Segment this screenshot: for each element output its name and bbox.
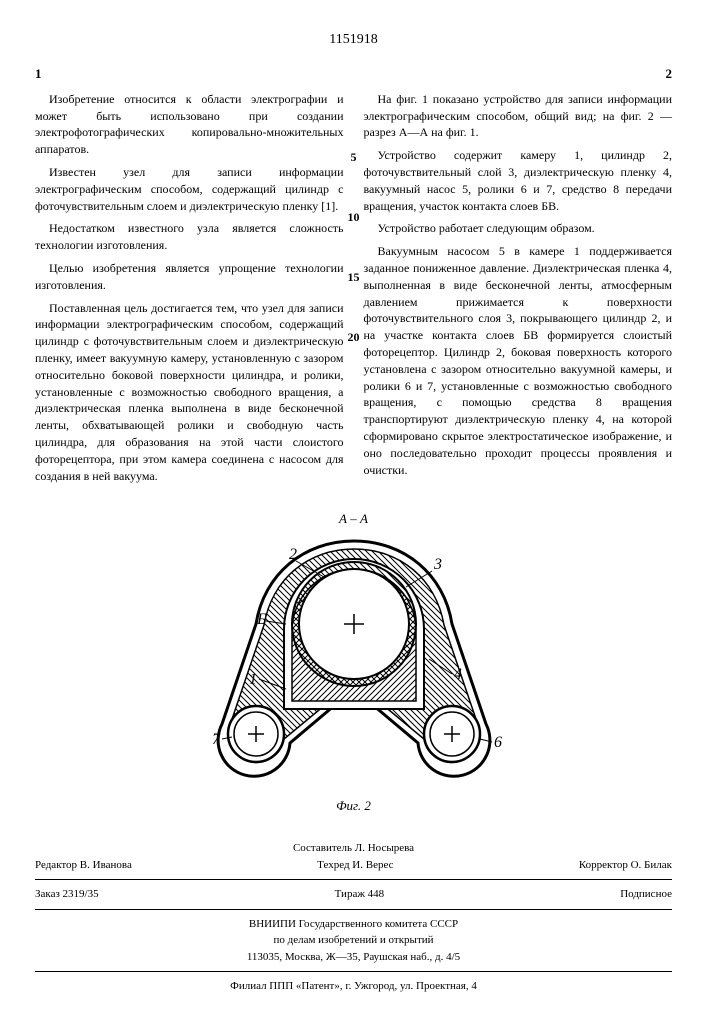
footer-tech: Техред И. Верес xyxy=(317,857,393,874)
paragraph: Поставленная цель достигается тем, что у… xyxy=(35,300,344,485)
fig-label-6: 6 xyxy=(494,734,502,751)
fig-label-2: 2 xyxy=(289,546,297,563)
fig-label-4: 4 xyxy=(454,666,462,683)
left-column: Изобретение относится к области электрог… xyxy=(35,91,344,491)
paragraph: Целью изобретения является упрощение тех… xyxy=(35,260,344,294)
paragraph: Изобретение относится к области электрог… xyxy=(35,91,344,158)
right-column: На фиг. 1 показано устройство для записи… xyxy=(364,91,673,491)
figure-svg: 2 3 Б 1 4 7 6 xyxy=(194,529,514,789)
footer-addr2: Филиал ППП «Патент», г. Ужгород, ул. Про… xyxy=(35,978,672,995)
footer-order: Заказ 2319/35 xyxy=(35,886,99,903)
figure-caption: Фиг. 2 xyxy=(35,797,672,815)
footer-editor: Редактор В. Иванова xyxy=(35,857,132,874)
paragraph: Известен узел для записи информации элек… xyxy=(35,164,344,214)
line-marker: 10 xyxy=(348,209,360,226)
footer-org2: по делам изобретений и открытий xyxy=(35,932,672,949)
section-label: А – А xyxy=(35,510,672,528)
footer-tirazh: Тираж 448 xyxy=(335,886,385,903)
paragraph: На фиг. 1 показано устройство для записи… xyxy=(364,91,673,141)
figure-2: А – А 2 3 Б 1 xyxy=(35,510,672,815)
paragraph: Устройство содержит камеру 1, цилиндр 2,… xyxy=(364,147,673,214)
fig-label-7: 7 xyxy=(212,731,221,748)
footer-addr1: 113035, Москва, Ж—35, Раушская наб., д. … xyxy=(35,949,672,966)
paragraph: Устройство работает следующим образом. xyxy=(364,220,673,237)
paragraph: Вакуумным насосом 5 в камере 1 поддержив… xyxy=(364,243,673,478)
fig-label-3: 3 xyxy=(433,556,442,573)
fig-label-B: Б xyxy=(256,611,267,628)
line-marker: 15 xyxy=(348,269,360,286)
footer-corrector: Корректор О. Билак xyxy=(579,857,672,874)
line-marker: 5 xyxy=(351,149,357,166)
page-numbers: 1 2 xyxy=(35,65,672,83)
page-right: 2 xyxy=(666,65,673,83)
paragraph: Недостатком известного узла является сло… xyxy=(35,220,344,254)
page-left: 1 xyxy=(35,65,42,83)
footer-org1: ВНИИПИ Государственного комитета СССР xyxy=(35,916,672,933)
fig-label-1: 1 xyxy=(249,671,257,688)
footer-subscription: Подписное xyxy=(620,886,672,903)
document-number: 1151918 xyxy=(35,30,672,50)
footer: Составитель Л. Носырева Редактор В. Иван… xyxy=(35,840,672,995)
footer-compiler: Составитель Л. Носырева xyxy=(35,840,672,857)
line-marker: 20 xyxy=(348,329,360,346)
